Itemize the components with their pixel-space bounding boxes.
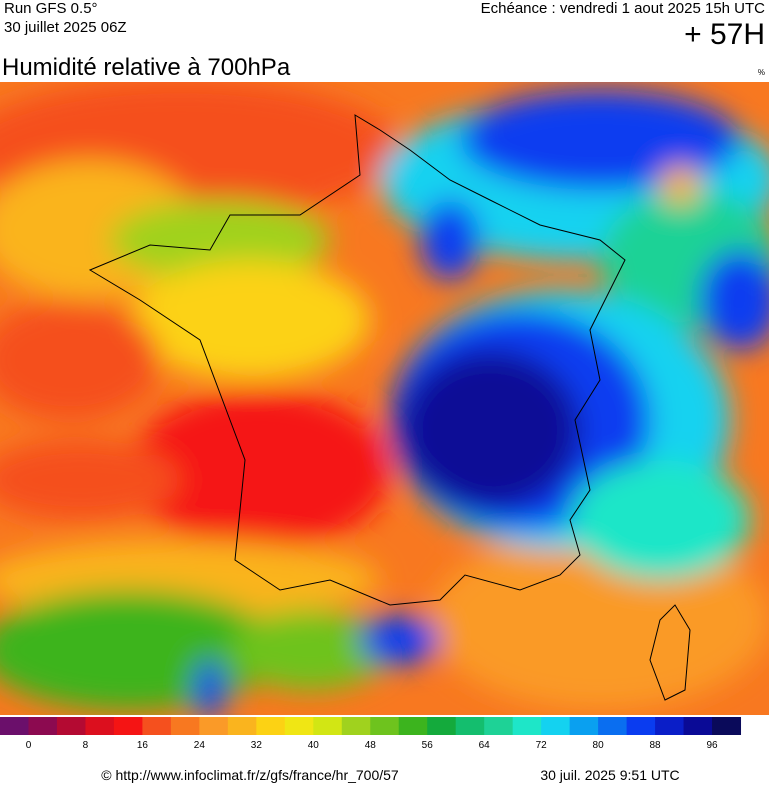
lead-time: + 57H [684,18,765,51]
map-title: Humidité relative à 700hPa [2,54,291,81]
colorbar-tick-label: 0 [26,740,32,751]
colorbar-swatch [56,717,86,735]
colorbar-tick-label: 56 [422,740,434,751]
colorbar-swatch [142,717,172,735]
colorbar-swatch [626,717,656,735]
colorbar-tick-label: 88 [650,740,662,751]
colorbar-swatch [199,717,229,735]
generated-time: 30 juil. 2025 9:51 UTC [540,767,679,783]
colorbar-swatch [455,717,485,735]
run-label: Run GFS 0.5° [4,0,98,17]
colorbar-swatch [598,717,628,735]
colorbar: 0 8 16 24 32 40 48 56 64 72 80 88 96 [0,717,769,751]
colorbar-swatch [284,717,314,735]
colorbar-swatch [256,717,286,735]
colorbar-swatch [484,717,514,735]
colorbar-swatch [113,717,143,735]
colorbar-swatch [427,717,457,735]
colorbar-tick-label: 80 [593,740,605,751]
colorbar-swatch [85,717,115,735]
colorbar-tick-label: 32 [251,740,263,751]
valid-time: Echéance : vendredi 1 aout 2025 15h UTC [481,0,766,17]
colorbar-swatch [541,717,571,735]
humidity-map [0,82,769,715]
colorbar-swatch [712,717,742,735]
colorbar-tick-label: 72 [536,740,548,751]
colorbar-tick-label: 8 [83,740,89,751]
colorbar-tick-label: 64 [479,740,491,751]
colorbar-swatch [370,717,400,735]
colorbar-tick-label: 24 [194,740,206,751]
colorbar-swatch [313,717,343,735]
colorbar-tick-label: 40 [308,740,320,751]
source-url: © http://www.infoclimat.fr/z/gfs/france/… [101,767,399,783]
run-date: 30 juillet 2025 06Z [4,19,127,36]
colorbar-swatch [227,717,257,735]
colorbar-swatch [512,717,542,735]
colorbar-swatch [683,717,713,735]
colorbar-swatch [0,717,29,735]
unit-label: % [758,68,765,77]
country-border [88,114,626,606]
colorbar-swatch [28,717,58,735]
colorbar-tick-label: 16 [137,740,149,751]
colorbar-swatch [569,717,599,735]
colorbar-swatch [655,717,685,735]
corsica-border [649,604,691,701]
colorbar-swatch [170,717,200,735]
colorbar-swatch [341,717,371,735]
colorbar-swatch [398,717,428,735]
colorbar-tick-label: 96 [706,740,718,751]
colorbar-tick-label: 48 [365,740,377,751]
